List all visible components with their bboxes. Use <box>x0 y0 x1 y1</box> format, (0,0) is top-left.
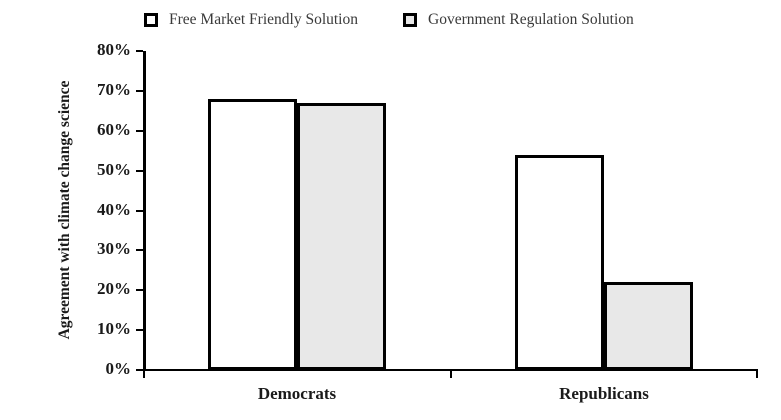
y-axis-tick-label: 20% <box>97 279 131 299</box>
legend-label-free-market: Free Market Friendly Solution <box>169 11 358 28</box>
y-axis-tick-label: 30% <box>97 239 131 259</box>
y-tick-mark <box>136 50 143 52</box>
bar-republicans-government-regulation <box>604 282 694 370</box>
y-axis-tick-label: 80% <box>97 40 131 59</box>
y-tick-mark <box>136 89 143 92</box>
y-tick-mark <box>136 169 143 172</box>
y-tick-mark <box>136 209 143 212</box>
bar-democrats-government-regulation <box>296 103 386 370</box>
x-category-label-democrats: Democrats <box>257 384 337 403</box>
y-tick-mark <box>136 129 143 132</box>
plot-area: 0% 10% 20% 30% 40% 50% 60% 70% 80% <box>97 40 758 378</box>
legend-item-free-market: Free Market Friendly Solution <box>144 11 358 29</box>
y-axis-tick-label: 40% <box>97 199 131 219</box>
y-tick-mark <box>136 329 143 332</box>
y-tick-mark <box>136 369 143 371</box>
y-axis-tick-label: 0% <box>105 359 132 378</box>
y-axis-tick-label: 60% <box>97 119 131 139</box>
y-axis-line <box>143 51 146 370</box>
legend-label-government-regulation: Government Regulation Solution <box>428 11 634 28</box>
legend-marker-free-market-icon <box>144 13 158 27</box>
x-tick-mark <box>449 370 452 378</box>
y-tick-mark <box>136 289 143 292</box>
x-tick-mark <box>756 370 758 378</box>
legend-item-government-regulation: Government Regulation Solution <box>403 11 634 29</box>
x-axis-line <box>143 368 758 371</box>
legend-marker-government-regulation-icon <box>403 13 417 27</box>
y-axis-title: Agreement with climate change science <box>56 80 73 340</box>
x-tick-mark <box>143 370 145 378</box>
bar-democrats-free-market <box>207 99 297 370</box>
y-tick-mark <box>136 249 143 252</box>
y-axis-tick-label: 50% <box>97 159 131 179</box>
x-category-label-republicans: Republicans <box>559 384 649 403</box>
bar-republicans-free-market <box>515 155 605 370</box>
y-axis-tick-label: 10% <box>97 319 131 339</box>
y-axis-tick-label: 70% <box>97 79 131 99</box>
